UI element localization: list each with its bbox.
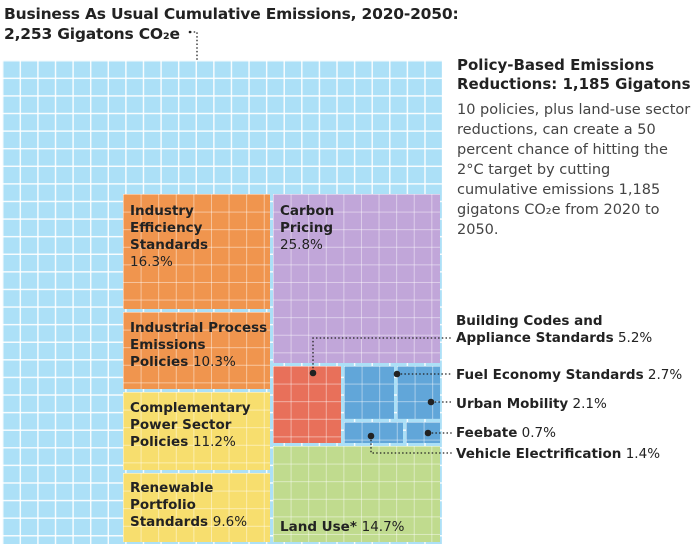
callout-fuel-economy-value: 2.7% [647, 367, 683, 383]
callout-vehicle-electrification-value: 1.4% [625, 446, 661, 462]
label-land-use-value: 14.7% [361, 519, 405, 535]
segment-industrial-process [123, 312, 270, 389]
callout-building-codes: Building Codes and Appliance Standards 5… [456, 313, 696, 347]
segment-land-use [273, 446, 440, 542]
chart-title-line2: 2,253 Gigatons CO₂e [4, 25, 180, 43]
segment-industry-efficiency [123, 194, 270, 309]
chart-title-line1: Business As Usual Cumulative Emissions, … [4, 5, 459, 23]
label-industry-efficiency: Industry Efficiency Standards 16.3% [130, 203, 268, 271]
segment-vehicle-electrification [344, 422, 403, 443]
label-renewable-portfolio-name: Renewable Portfolio Standards [130, 480, 214, 530]
callout-feebate: Feebate 0.7% [456, 425, 556, 442]
segment-building-codes [273, 366, 341, 443]
callout-fuel-economy-name: Fuel Economy Standards [456, 367, 644, 383]
callout-fuel-economy: Fuel Economy Standards 2.7% [456, 367, 682, 384]
segment-renewable-portfolio [123, 473, 270, 542]
segment-carbon-pricing [273, 194, 440, 363]
callout-feebate-value: 0.7% [521, 425, 556, 441]
label-carbon-pricing-value: 25.8% [280, 237, 323, 253]
callout-urban-mobility-value: 2.1% [572, 396, 607, 412]
label-carbon-pricing-name: Carbon Pricing [280, 203, 335, 236]
label-complementary-power: Complementary Power Sector Policies 11.2… [130, 400, 270, 451]
label-industrial-process: Industrial Process Emissions Policies 10… [130, 320, 270, 371]
chart-title: Business As Usual Cumulative Emissions, … [4, 4, 459, 44]
callout-vehicle-electrification-name: Vehicle Electrification [456, 446, 622, 462]
reductions-heading-line1: Policy-Based Emissions [457, 56, 655, 74]
segment-urban-mobility [397, 366, 440, 419]
label-carbon-pricing: Carbon Pricing 25.8% [280, 203, 430, 254]
callout-building-codes-name: Building Codes and Appliance Standards [456, 313, 614, 346]
callout-urban-mobility-name: Urban Mobility [456, 396, 569, 412]
label-renewable-portfolio: Renewable Portfolio Standards 9.6% [130, 480, 270, 531]
segment-feebate [406, 422, 440, 443]
label-complementary-power-value: 11.2% [192, 434, 236, 450]
reductions-description: 10 policies, plus land-use sector reduct… [457, 102, 691, 238]
label-renewable-portfolio-value: 9.6% [212, 514, 248, 530]
callout-feebate-name: Feebate [456, 425, 518, 441]
segment-fuel-economy [344, 366, 394, 419]
label-industry-efficiency-value: 16.3% [130, 254, 173, 270]
callout-urban-mobility: Urban Mobility 2.1% [456, 396, 607, 413]
label-land-use: Land Use* 14.7% [280, 519, 440, 536]
reductions-heading: Policy-Based Emissions Reductions: 1,185… [457, 56, 697, 94]
callout-vehicle-electrification: Vehicle Electrification 1.4% [456, 446, 660, 463]
label-industry-efficiency-name: Industry Efficiency Standards [130, 203, 209, 253]
reductions-heading-line2: Reductions: 1,185 Gigatons [457, 75, 691, 93]
label-industrial-process-value: 10.3% [192, 354, 236, 370]
callout-building-codes-value: 5.2% [617, 330, 653, 346]
label-land-use-name: Land Use* [280, 519, 357, 535]
label-complementary-power-name: Complementary Power Sector Policies [130, 400, 251, 450]
segment-complementary-power [123, 392, 270, 470]
label-industrial-process-name: Industrial Process Emissions Policies [130, 320, 268, 370]
